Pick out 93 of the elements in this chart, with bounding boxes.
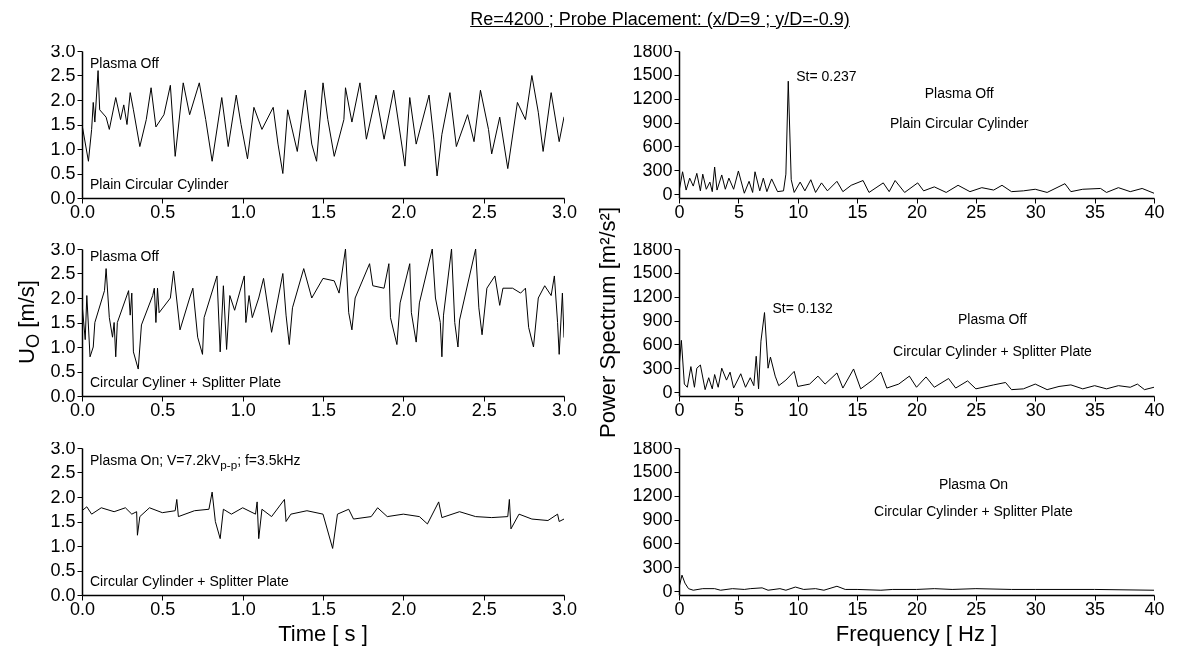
x-tick-label: 2.5 bbox=[471, 201, 497, 222]
x-axis-title: Frequency [ Hz ] bbox=[835, 621, 998, 647]
x-tick-label: 3.0 bbox=[551, 598, 578, 619]
x-tick-label: 40 bbox=[1144, 598, 1165, 619]
annotation: Plasma Off bbox=[924, 85, 994, 101]
y-tick-label: 0 bbox=[662, 381, 673, 402]
x-tick-label: 5 bbox=[733, 201, 744, 222]
x-tick-label: 5 bbox=[733, 598, 744, 619]
annotation: St= 0.132 bbox=[772, 299, 834, 316]
y-tick-label: 300 bbox=[642, 357, 673, 378]
y-tick-label: 1.0 bbox=[50, 336, 76, 357]
y-tick-label: 2.5 bbox=[50, 263, 76, 283]
annotation: Circular Cyliner + Splitter Plate bbox=[90, 374, 282, 390]
annotation: Circular Cylinder + Splitter Plate bbox=[90, 573, 289, 589]
x-tick-label: 2.5 bbox=[471, 598, 497, 619]
y-tick-label: 0.5 bbox=[50, 560, 76, 580]
x-tick-label: 10 bbox=[788, 598, 809, 619]
y-tick-label: 600 bbox=[642, 135, 673, 156]
x-tick-label: 40 bbox=[1144, 399, 1165, 420]
y-tick-label: 1.5 bbox=[50, 114, 76, 134]
y-tick-label: 2.5 bbox=[50, 65, 76, 85]
x-tick-label: 15 bbox=[847, 598, 868, 619]
y-tick-label: 0.5 bbox=[50, 361, 76, 381]
x-tick-label: 25 bbox=[966, 201, 987, 222]
x-tick-label: 10 bbox=[788, 201, 809, 222]
x-tick-label: 3.0 bbox=[551, 201, 578, 222]
x-tick-label: 10 bbox=[788, 399, 809, 420]
y-tick-label: 1500 bbox=[632, 461, 673, 482]
text: Re=4200 ; Probe Placement: (x/D=9 ; y/D=-0.9) bbox=[470, 9, 850, 30]
y-tick-label: 1.5 bbox=[50, 312, 76, 332]
x-tick-label: 0.5 bbox=[150, 598, 176, 619]
annotation: Plasma Off bbox=[958, 311, 1027, 327]
annotation: Circular Cylinder + Splitter Plate bbox=[893, 343, 1092, 359]
y-tick-label: 1200 bbox=[632, 286, 673, 307]
x-tick-label: 2.5 bbox=[471, 399, 497, 420]
x-tick-label: 20 bbox=[906, 201, 928, 222]
annotation: Circular Cylinder + Splitter Plate bbox=[874, 503, 1073, 519]
x-tick-label: 35 bbox=[1085, 399, 1106, 420]
x-tick-label: 20 bbox=[906, 399, 928, 420]
y-tick-label: 1200 bbox=[632, 485, 673, 506]
y-tick-label: 0.5 bbox=[50, 163, 76, 183]
x-tick-label: 2.0 bbox=[391, 201, 417, 222]
x-tick-label: 2.0 bbox=[391, 399, 417, 420]
annotation: Plain Circular Cylinder bbox=[890, 115, 1029, 131]
annotation: Plasma On; V=7.2kV$_{p-p}$; f=3.5kHz bbox=[90, 452, 301, 471]
x-tick-label: 25 bbox=[966, 399, 987, 420]
annotation: Plasma Off bbox=[90, 248, 159, 264]
annotation: Plasma On bbox=[938, 476, 1009, 492]
y-tick-label: 0 bbox=[662, 183, 673, 204]
x-tick-label: 1.5 bbox=[310, 201, 337, 222]
y-tick-label: 300 bbox=[642, 159, 673, 180]
annotation: Plain Circular Cylinder bbox=[90, 176, 229, 192]
x-tick-label: 15 bbox=[847, 399, 868, 420]
y-tick-label: 900 bbox=[642, 112, 673, 133]
x-tick-label: 40 bbox=[1144, 201, 1165, 222]
x-tick-label: 20 bbox=[906, 598, 928, 619]
x-tick-label: 15 bbox=[847, 201, 868, 222]
y-tick-label: 900 bbox=[642, 310, 673, 331]
y-tick-label: 1.0 bbox=[50, 138, 76, 159]
annotation: St= 0.237 bbox=[796, 68, 857, 85]
y-tick-label: 1.0 bbox=[50, 535, 76, 556]
x-tick-label: 1.0 bbox=[230, 201, 256, 222]
y-tick-label: 600 bbox=[642, 532, 673, 553]
y-tick-label: 900 bbox=[642, 509, 673, 530]
x-tick-label: 2.0 bbox=[391, 598, 417, 619]
x-axis-title: Time [ s ] bbox=[278, 621, 368, 647]
y-tick-label: 1200 bbox=[632, 88, 673, 109]
y-tick-label: 2.0 bbox=[50, 287, 76, 308]
x-tick-label: 0.5 bbox=[150, 201, 176, 222]
y-tick-label: 300 bbox=[642, 556, 673, 577]
y-axis-title: Power Spectrum [m²/s²] bbox=[595, 206, 621, 439]
x-tick-label: 30 bbox=[1025, 598, 1046, 619]
x-tick-label: 35 bbox=[1085, 598, 1106, 619]
y-tick-label: 600 bbox=[642, 333, 673, 354]
x-tick-label: 1.0 bbox=[230, 399, 256, 420]
x-tick-label: 1.5 bbox=[310, 399, 337, 420]
y-tick-label: 1500 bbox=[632, 262, 673, 283]
x-tick-label: 1.0 bbox=[230, 598, 256, 619]
annotation: Plasma Off bbox=[90, 55, 159, 71]
y-tick-label: 1.5 bbox=[50, 511, 76, 531]
x-tick-label: 0.5 bbox=[150, 399, 176, 420]
x-tick-label: 25 bbox=[966, 598, 987, 619]
x-tick-label: 3.0 bbox=[551, 399, 578, 420]
y-tick-label: 1500 bbox=[632, 64, 673, 85]
x-tick-label: 35 bbox=[1085, 201, 1106, 222]
x-tick-label: 30 bbox=[1025, 399, 1046, 420]
y-tick-label: 0 bbox=[662, 580, 673, 601]
y-tick-label: 2.5 bbox=[50, 462, 76, 482]
x-tick-label: 30 bbox=[1025, 201, 1046, 222]
x-tick-label: 5 bbox=[733, 399, 744, 420]
y-tick-label: 2.0 bbox=[50, 486, 76, 507]
x-tick-label: 1.5 bbox=[310, 598, 337, 619]
y-tick-label: 2.0 bbox=[50, 89, 76, 110]
